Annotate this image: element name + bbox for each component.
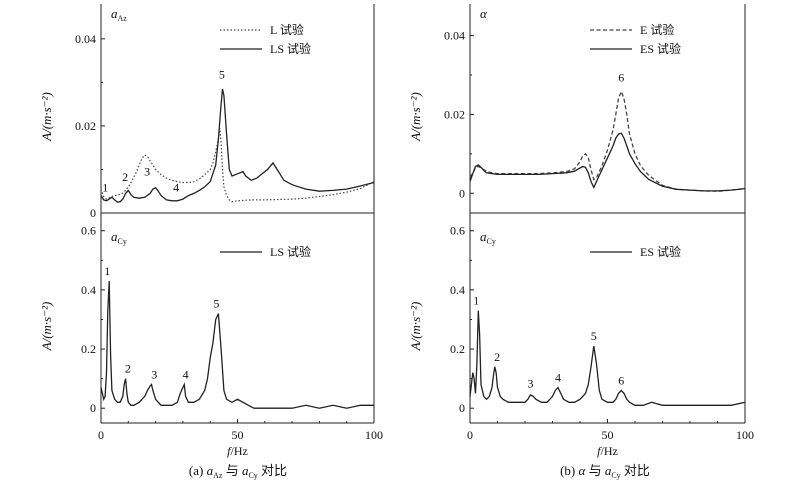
legend-label-bl-0: LS 试验 — [270, 244, 311, 259]
captions: (a) aAz 与 aCy 对比 (b) α 与 aCy 对比 — [189, 463, 650, 480]
x-tick-label-br-0: 0 — [467, 428, 473, 442]
y-tick-label-bl-1: 0.2 — [81, 342, 96, 356]
legend-label-tl-0: L 试验 — [270, 22, 304, 37]
peak-label-tl-4: 5 — [219, 68, 225, 82]
panel-tag-tl: aAz — [111, 6, 127, 23]
peak-label-tr-0: 6 — [618, 71, 624, 85]
peak-label-br-5: 6 — [618, 373, 624, 387]
panel-br: 0 0.2 0.4 0.6 0 50 100 f/Hz A/(m·s⁻²) aCy ES 试验 1 2 3… — [408, 213, 754, 458]
panel-tag-br: aCy — [480, 229, 496, 246]
y-tick-label-bl-2: 0.4 — [81, 283, 96, 297]
y-tick-label-br-2: 0.4 — [450, 283, 465, 297]
peak-label-br-2: 3 — [528, 376, 534, 390]
series-line-tr-0 — [469, 89, 746, 192]
y-axis-label-bl: A/(m·s⁻²) — [39, 302, 54, 352]
series-line-tr-1 — [469, 132, 746, 192]
y-tick-label-br-1: 0.2 — [450, 342, 465, 356]
x-axis-label-bl: f/Hz — [227, 444, 248, 458]
peak-label-tl-0: 1 — [102, 181, 108, 195]
x-tick-label-br-2: 100 — [736, 428, 754, 442]
y-tick-label-tr-2: 0.04 — [444, 29, 465, 43]
y-tick-label-bl-0: 0 — [90, 401, 96, 415]
y-tick-label-tl-1: 0.02 — [75, 119, 96, 133]
y-axis-label-tr: A/(m·s⁻²) — [408, 92, 423, 142]
y-axis-label-br: A/(m·s⁻²) — [408, 302, 423, 352]
x-tick-label-bl-2: 100 — [365, 428, 383, 442]
series-line-tl-1 — [100, 88, 375, 203]
peak-label-bl-0: 1 — [104, 264, 110, 278]
series-line-br-0 — [469, 310, 746, 406]
panel-tag-tr: α — [480, 6, 488, 21]
caption-right: (b) α 与 aCy 对比 — [560, 463, 650, 480]
legend-label-tr-0: E 试验 — [640, 22, 674, 37]
peak-label-br-4: 5 — [591, 329, 597, 343]
caption-left: (a) aAz 与 aCy 对比 — [189, 463, 287, 480]
y-tick-label-tl-2: 0.04 — [75, 32, 96, 46]
x-tick-label-bl-0: 0 — [98, 428, 104, 442]
peak-label-bl-2: 3 — [151, 368, 157, 382]
peak-label-tl-3: 4 — [173, 180, 179, 194]
panel-bl: 0 0.2 0.4 0.6 0 50 100 f/Hz A/(m·s⁻²) aCy LS 试验 1 2 3… — [39, 213, 383, 458]
legend-label-tr-1: ES 试验 — [640, 41, 681, 56]
y-tick-label-br-3: 0.6 — [450, 224, 465, 238]
peak-label-tl-1: 2 — [122, 170, 128, 184]
panel-tag-bl: aCy — [111, 229, 127, 246]
peak-label-tl-2: 3 — [144, 164, 150, 178]
peak-label-bl-4: 5 — [213, 297, 219, 311]
series-line-bl-0 — [100, 280, 374, 409]
peak-label-br-3: 4 — [555, 371, 561, 385]
y-tick-label-bl-3: 0.6 — [81, 224, 96, 238]
peak-label-br-0: 1 — [473, 294, 479, 308]
y-tick-label-tr-0: 0 — [459, 186, 465, 200]
x-tick-label-br-1: 50 — [602, 428, 614, 442]
panel-tr: 0 0.02 0.04 A/(m·s⁻²) α E 试验 ES 试验 6 — [408, 4, 746, 214]
legend-label-br-0: ES 试验 — [640, 244, 681, 259]
peak-label-bl-1: 2 — [125, 362, 131, 376]
x-axis-label-br: f/Hz — [597, 444, 618, 458]
y-axis-label-tl: A/(m·s⁻²) — [39, 92, 54, 142]
legend-label-tl-1: LS 试验 — [270, 41, 311, 56]
y-tick-label-tl-0: 0 — [90, 206, 96, 220]
peak-label-br-1: 2 — [494, 350, 500, 364]
peak-label-bl-3: 4 — [183, 368, 189, 382]
y-tick-label-tr-1: 0.02 — [444, 107, 465, 121]
x-tick-label-bl-1: 50 — [232, 428, 244, 442]
panel-tl: 0 0.02 0.04 A/(m·s⁻²) aAz L 试验 LS 试验 12 3 4 5 — [39, 4, 375, 220]
y-tick-label-br-0: 0 — [459, 401, 465, 415]
